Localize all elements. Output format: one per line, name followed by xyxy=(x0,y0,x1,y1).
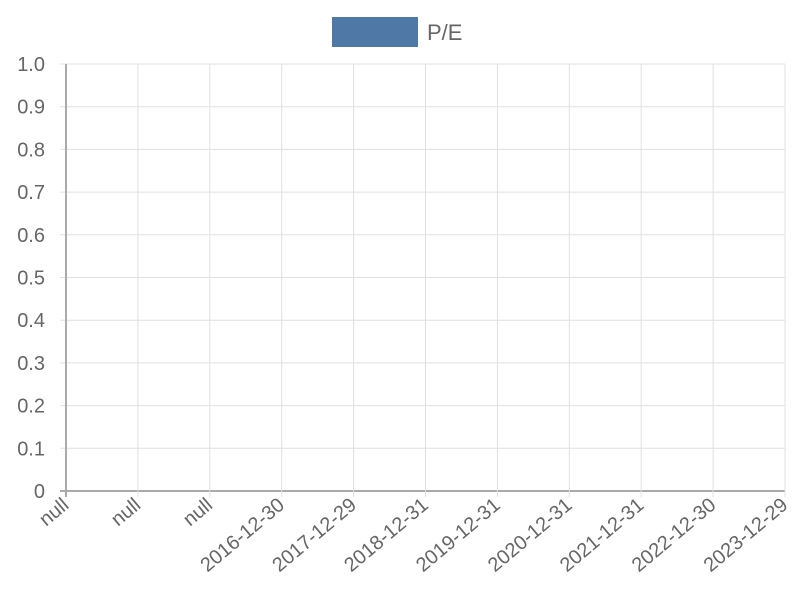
y-tick-label: 0.7 xyxy=(17,182,45,204)
y-tick-label: 0.3 xyxy=(17,353,45,375)
y-tick-label: 0.4 xyxy=(17,310,45,332)
x-axis: null null null2016-12-302017-12-292018-12-… xyxy=(35,494,792,577)
y-tick-label: 0.1 xyxy=(17,438,45,460)
y-tick-label: 0.8 xyxy=(17,139,45,161)
y-tick-label: 0 xyxy=(34,481,45,503)
y-tick-label: 0.9 xyxy=(17,97,45,119)
legend-swatch-pe xyxy=(332,17,418,47)
y-tick-label: 1.0 xyxy=(17,54,45,76)
legend-label-pe: P/E xyxy=(427,20,462,45)
legend[interactable]: P/E xyxy=(332,17,462,47)
x-tick-label: null xyxy=(179,494,217,531)
grid xyxy=(60,63,786,497)
y-axis: 0 0.1 0.2 0.3 0.4 0.5 0.6 0.7 0.8 0.9 1.0 xyxy=(17,54,45,503)
y-tick-label: 0.2 xyxy=(17,396,45,418)
y-tick-label: 0.5 xyxy=(17,268,45,290)
y-tick-label: 0.6 xyxy=(17,225,45,247)
x-tick-label: null xyxy=(107,494,145,531)
